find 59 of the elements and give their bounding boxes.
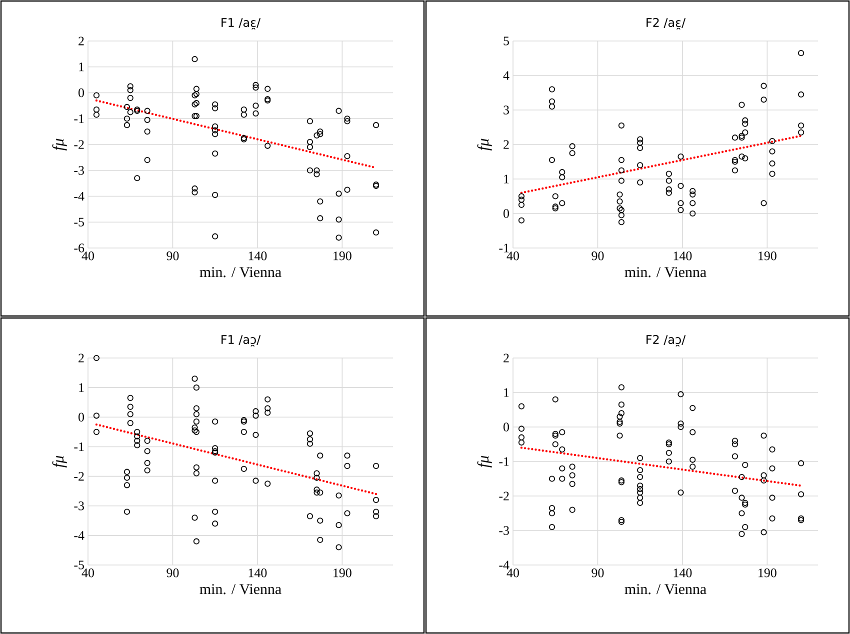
- y-tick-label: 5: [504, 36, 509, 46]
- chart-title: F1 /aɛ̯/: [222, 18, 261, 30]
- y-tick-label: 0: [78, 412, 84, 422]
- y-tick-label: 2: [504, 354, 509, 362]
- y-tick-label: -3: [74, 502, 84, 510]
- x-axis-title: min. / Vienna: [624, 267, 706, 278]
- chart-title: F2 /aɔ̯/: [646, 334, 686, 347]
- chart-title: F2 /aɛ̯/: [646, 18, 686, 30]
- y-tick-label: 2: [78, 354, 84, 362]
- y-tick-label: -1: [74, 442, 84, 451]
- y-tick-label: 1: [504, 174, 509, 184]
- y-tick-label: -6: [74, 244, 84, 252]
- y-tick-label: -4: [74, 192, 84, 201]
- y-axis-title: fμ: [477, 138, 492, 151]
- x-tick-label: 140: [674, 252, 692, 260]
- x-tick-label: 90: [166, 568, 179, 578]
- x-tick-label: 190: [758, 568, 776, 578]
- y-tick-label: 2: [78, 36, 84, 46]
- y-tick-label: 0: [504, 209, 509, 218]
- x-tick-label: 90: [166, 252, 179, 260]
- y-tick-label: -4: [499, 560, 510, 570]
- y-tick-label: -2: [499, 492, 509, 500]
- x-tick-label: 140: [248, 568, 267, 578]
- y-axis-title: fμ: [52, 456, 67, 468]
- x-tick-label: 90: [592, 568, 604, 578]
- y-tick-label: 3: [504, 106, 509, 114]
- y-axis-title: fμ: [52, 138, 67, 151]
- x-tick-label: 40: [506, 568, 519, 578]
- y-tick-label: -5: [74, 560, 84, 570]
- y-tick-label: -2: [74, 472, 84, 481]
- y-tick-label: 1: [79, 383, 84, 392]
- y-tick-label: -1: [499, 457, 509, 466]
- y-tick-label: -2: [74, 140, 84, 149]
- y-tick-label: -4: [74, 531, 84, 540]
- y-axis-title: fμ: [477, 456, 492, 468]
- x-axis-title: min. / Vienna: [624, 584, 706, 594]
- x-tick-label: 40: [506, 252, 519, 260]
- y-tick-label: 4: [503, 71, 510, 80]
- x-tick-label: 140: [674, 568, 692, 578]
- x-tick-label: 40: [82, 568, 94, 578]
- y-tick-label: 1: [504, 388, 509, 397]
- x-tick-label: 190: [334, 568, 352, 578]
- x-tick-label: 190: [758, 252, 776, 260]
- y-tick-label: 0: [504, 422, 509, 432]
- x-tick-label: 90: [592, 252, 604, 260]
- y-tick-label: -3: [499, 526, 509, 535]
- x-axis-title: min. / Vienna: [200, 267, 282, 278]
- y-tick-label: -3: [74, 166, 84, 175]
- chart-title: F1 /aɔ̯/: [222, 335, 261, 347]
- x-tick-label: 140: [248, 252, 267, 260]
- x-tick-label: 190: [334, 252, 352, 260]
- y-tick-label: -1: [499, 244, 509, 252]
- x-tick-label: 40: [82, 252, 94, 260]
- y-tick-label: 0: [78, 88, 84, 98]
- y-tick-label: -5: [74, 218, 84, 226]
- y-tick-label: 2: [504, 140, 509, 149]
- x-axis-title: min. / Vienna: [200, 584, 282, 594]
- y-tick-label: -1: [74, 114, 84, 123]
- y-tick-label: 1: [79, 62, 84, 72]
